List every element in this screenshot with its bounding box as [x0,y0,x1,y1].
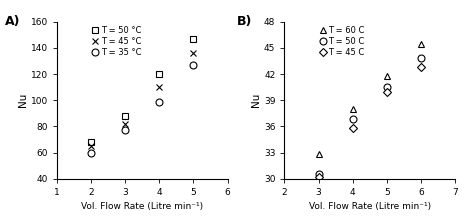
Line: T = 35 °C: T = 35 °C [88,61,197,156]
Line: T = 45 C: T = 45 C [316,64,424,180]
T = 35 °C [191,64,196,66]
X-axis label: Vol. Flow Rate (Litre min⁻¹): Vol. Flow Rate (Litre min⁻¹) [309,202,431,211]
Y-axis label: Nu: Nu [251,93,261,107]
T = 35 °C [88,151,94,154]
T = 45 °C [88,145,94,147]
T = 35 °C [122,129,128,132]
T = 60 C [418,42,424,45]
Line: T = 50 C: T = 50 C [315,55,424,178]
T = 50 C [350,118,356,121]
Line: T = 50 °C: T = 50 °C [88,35,197,146]
Legend: T = 60 C, T = 50 C, T = 45 C: T = 60 C, T = 50 C, T = 45 C [319,26,365,57]
X-axis label: Vol. Flow Rate (Litre min⁻¹): Vol. Flow Rate (Litre min⁻¹) [81,202,203,211]
T = 45 °C [122,123,128,125]
T = 45 C [350,127,356,129]
T = 50 C [316,173,321,176]
T = 60 C [384,75,390,77]
T = 50 °C [156,73,162,75]
T = 50 °C [88,141,94,143]
T = 45 C [316,176,321,178]
T = 45 °C [156,86,162,89]
T = 35 °C [156,100,162,103]
T = 50 °C [191,37,196,40]
T = 45 C [384,90,390,93]
T = 50 °C [122,115,128,117]
Text: A): A) [5,15,20,28]
T = 50 C [384,86,390,89]
T = 60 C [350,108,356,110]
T = 45 °C [191,52,196,54]
T = 60 C [316,153,321,156]
Line: T = 60 C: T = 60 C [315,40,424,158]
Legend: T = 50 °C, T = 45 °C, T = 35 °C: T = 50 °C, T = 45 °C, T = 35 °C [92,26,141,57]
T = 45 C [418,66,424,68]
Text: B): B) [237,15,252,28]
T = 50 C [418,57,424,60]
Line: T = 45 °C: T = 45 °C [88,50,197,150]
Y-axis label: Nu: Nu [18,93,28,107]
